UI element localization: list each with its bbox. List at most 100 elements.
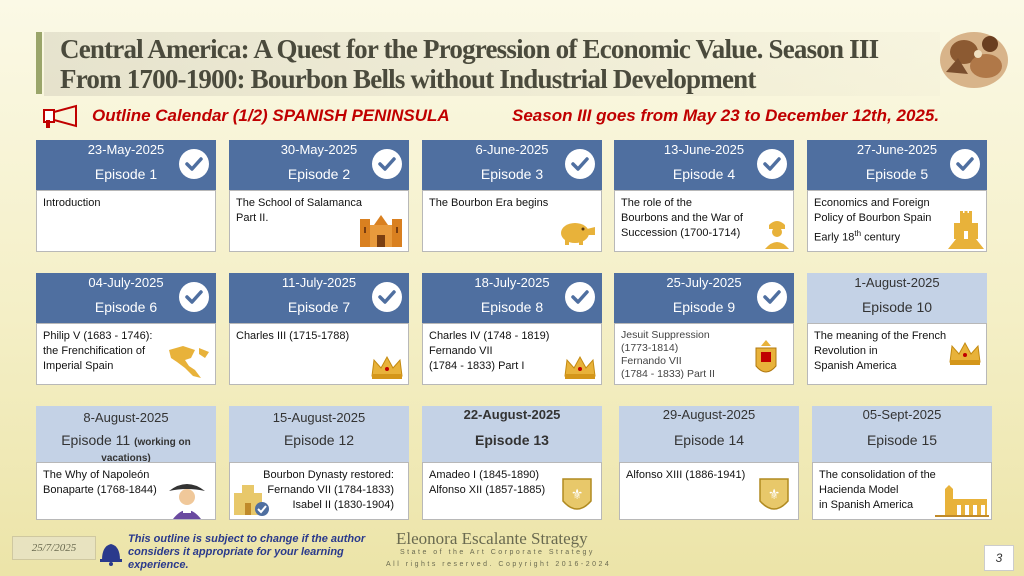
brand-name: Eleonora Escalante Strategy (396, 529, 588, 548)
episode-header: 8-August-2025 Episode 11 (working on vac… (36, 406, 216, 464)
episode-header: 1-August-2025 Episode 10 (807, 273, 987, 323)
title-line-2: From 1700-1900: Bourbon Bells without In… (60, 64, 756, 94)
episode-date: 8-August-2025 (83, 410, 169, 425)
check-circle-icon (179, 282, 209, 312)
episode-description: Bourbon Dynasty restored: Fernando VII (… (229, 462, 409, 520)
episode-description: The consolidation of the Hacienda Model … (812, 462, 992, 520)
episode-number: Episode 5 (865, 166, 929, 182)
desc-line: Charles III (1715-1788) (236, 330, 350, 342)
episode-card-5[interactable]: 27-June-2025 Episode 5 Economics and For… (807, 140, 987, 254)
desc-line: Fernando VII (429, 345, 493, 357)
title-background (44, 32, 940, 96)
episode-description: Amadeo I (1845-1890) Alfonso XII (1857-1… (422, 462, 602, 520)
episode-card-8[interactable]: 18-July-2025 Episode 8 Charles IV (1748 … (422, 273, 602, 387)
outline-calendar-subtitle: Outline Calendar (1/2) SPANISH PENINSULA (92, 106, 450, 125)
desc-line: Economics and Foreign (814, 197, 930, 209)
episode-card-1[interactable]: 23-May-2025 Episode 1 Introduction (36, 140, 216, 254)
episode-card-13[interactable]: 22-August-2025 Episode 13 Amadeo I (1845… (422, 406, 602, 520)
desc-line: Charles IV (1748 - 1819) (429, 330, 550, 342)
disclaimer-note: This outline is subject to change if the… (128, 533, 366, 571)
crown-icon (949, 341, 981, 365)
episode-description: The meaning of the French Revolution in … (807, 323, 987, 385)
episode-number: Episode 12 (283, 432, 355, 448)
episode-description: Charles III (1715-1788) (229, 323, 409, 385)
desc-line: Imperial Spain (43, 360, 114, 372)
episode-card-11[interactable]: 8-August-2025 Episode 11 (working on vac… (36, 406, 216, 520)
desc-line: The Bourbon Era begins (429, 197, 549, 209)
episode-card-10[interactable]: 1-August-2025 Episode 10 The meaning of … (807, 273, 987, 387)
desc-line: Alfonso XIII (1886-1941) (626, 469, 746, 481)
episode-number: Episode 13 (475, 432, 549, 448)
episode-number: Episode 1 (94, 166, 158, 182)
desc-line: Alfonso XII (1857-1885) (429, 484, 546, 496)
desc-line: Revolution in (814, 345, 878, 357)
season-dates-subtitle: Season III goes from May 23 to December … (512, 106, 940, 125)
svg-text:⚜: ⚜ (571, 487, 584, 503)
episode-header: 13-June-2025 Episode 4 (614, 140, 794, 190)
soldier-icon (765, 221, 789, 249)
episode-number: Episode 14 (673, 432, 745, 448)
episode-card-6[interactable]: 04-July-2025 Episode 6 Philip V (1683 - … (36, 273, 216, 387)
episode-header: 22-August-2025 Episode 13 (422, 406, 602, 462)
desc-suffix: century (861, 231, 901, 244)
episode-date: 25-July-2025 (666, 275, 742, 290)
episode-number: Episode 10 (861, 299, 933, 315)
desc-line: The consolidation of the (819, 469, 936, 481)
episode-card-9[interactable]: 25-July-2025 Episode 9 Jesuit Suppressio… (614, 273, 794, 387)
episode-number: Episode 3 (480, 166, 544, 182)
episode-header: 25-July-2025 Episode 9 (614, 273, 794, 323)
episode-description: The Bourbon Era begins (422, 190, 602, 252)
episode-description: The Why of Napoleón Bonaparte (1768-1844… (36, 462, 216, 520)
episode-card-2[interactable]: 30-May-2025 Episode 2 The School of Sala… (229, 140, 409, 254)
episode-card-4[interactable]: 13-June-2025 Episode 4 The role of the B… (614, 140, 794, 254)
episode-date: 6-June-2025 (475, 142, 549, 157)
episode-number: Episode 2 (287, 166, 351, 182)
episode-date: 05-Sept-2025 (862, 407, 942, 422)
episode-header: 6-June-2025 Episode 3 (422, 140, 602, 190)
episode-date: 11-July-2025 (281, 275, 357, 290)
royal-shield-icon (755, 340, 777, 373)
title-line-1: Central America: A Quest for the Progres… (60, 34, 879, 64)
episode-card-15[interactable]: 05-Sept-2025 Episode 15 The consolidatio… (812, 406, 992, 520)
desc-line: Bourbon Dynasty restored: (263, 469, 394, 481)
episode-number: Episode 7 (287, 299, 351, 315)
episode-date: 29-August-2025 (662, 407, 756, 422)
cathedral-icon (360, 215, 402, 247)
check-circle-icon (757, 282, 787, 312)
desc-line: (1773-1814) (621, 342, 679, 354)
episode-header: 27-June-2025 Episode 5 (807, 140, 987, 190)
crown-icon (564, 355, 596, 379)
episode-description: Philip V (1683 - 1746): the Frenchificat… (36, 323, 216, 385)
page-number: 3 (984, 545, 1014, 571)
collage-logo-icon (940, 32, 1008, 88)
episode-number-row: Episode 11 (working on vacations) (36, 432, 216, 464)
desc-line: Fernando VII (621, 355, 682, 367)
check-circle-icon (372, 149, 402, 179)
check-circle-icon (950, 149, 980, 179)
desc-line: Jesuit Suppression (621, 329, 710, 341)
episode-date: 30-May-2025 (280, 142, 358, 157)
desc-line: Amadeo I (1845-1890) (429, 469, 540, 481)
desc-line: Early 18th century (814, 226, 980, 246)
episode-description: Charles IV (1748 - 1819) Fernando VII (1… (422, 323, 602, 385)
desc-line: Spanish America (814, 360, 897, 372)
episode-number: Episode 11 (61, 432, 131, 448)
episode-description: Alfonso XIII (1886-1941) ⚜ (619, 462, 799, 520)
episode-date: 13-June-2025 (663, 142, 745, 157)
episode-date: 15-August-2025 (272, 410, 366, 425)
check-circle-icon (565, 149, 595, 179)
desc-line: the Frenchification of (43, 345, 146, 357)
episode-card-7[interactable]: 11-July-2025 Episode 7 Charles III (1715… (229, 273, 409, 387)
episode-card-12[interactable]: 15-August-2025 Episode 12 Bourbon Dynast… (229, 406, 409, 520)
episode-description: The School of Salamanca Part II. (229, 190, 409, 252)
episode-description: Introduction (36, 190, 216, 252)
episode-card-3[interactable]: 6-June-2025 Episode 3 The Bourbon Era be… (422, 140, 602, 254)
check-circle-icon (565, 282, 595, 312)
desc-line: The School of Salamanca (236, 197, 362, 209)
desc-line: Part II. (236, 212, 269, 224)
desc-line: The Why of Napoleón (43, 469, 150, 481)
episode-date: 27-June-2025 (856, 142, 938, 157)
trumpet-icon (43, 104, 77, 128)
episode-card-14[interactable]: 29-August-2025 Episode 14 Alfonso XIII (… (619, 406, 799, 520)
episode-description: Jesuit Suppression (1773-1814) Fernando … (614, 323, 794, 385)
